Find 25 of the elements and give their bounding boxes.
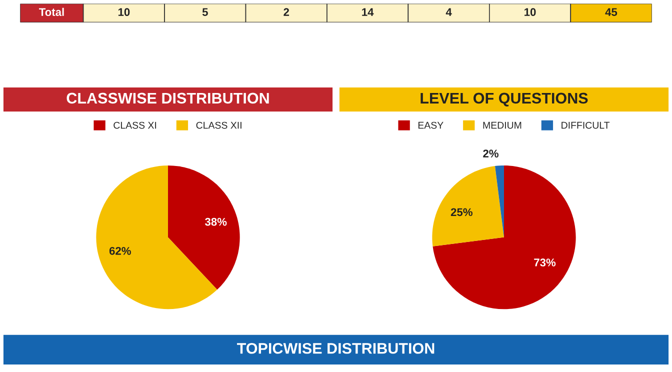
text: 10 bbox=[524, 8, 536, 16]
legend-label: MEDIUM bbox=[483, 122, 522, 129]
chart-title: CLASSWISE DISTRIBUTION bbox=[66, 92, 269, 104]
text: 10 bbox=[118, 8, 130, 16]
text: 14 bbox=[362, 8, 374, 16]
legend-label: CLASS XII bbox=[196, 122, 242, 129]
text: Total bbox=[39, 8, 64, 16]
legend-label: DIFFICULT bbox=[562, 122, 610, 129]
chart-title: LEVEL OF QUESTIONS bbox=[420, 92, 588, 106]
text: 4 bbox=[446, 8, 452, 16]
pie-slice bbox=[432, 166, 504, 246]
legend-label: CLASS XI bbox=[114, 122, 156, 129]
pie-slice bbox=[494, 165, 504, 238]
text: 45 bbox=[605, 8, 618, 16]
pie-slice bbox=[432, 165, 576, 310]
text: TOPICWISE DISTRIBUTION bbox=[237, 342, 434, 354]
legend-label: EASY bbox=[418, 122, 444, 129]
data-label: 38% bbox=[204, 218, 227, 226]
data-label: 62% bbox=[109, 246, 131, 255]
data-label: 25% bbox=[450, 208, 472, 216]
data-label: 2% bbox=[483, 150, 498, 158]
pie-slice bbox=[168, 165, 240, 290]
data-label: 73% bbox=[534, 258, 556, 266]
text: 5 bbox=[202, 8, 208, 16]
text: 2 bbox=[284, 8, 290, 16]
